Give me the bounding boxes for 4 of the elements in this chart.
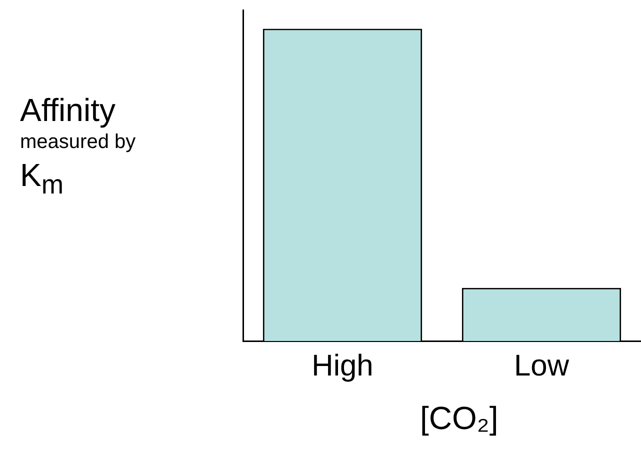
x-tick-label: Low <box>514 349 570 382</box>
x-axis-title: [CO₂] <box>420 400 498 437</box>
y-axis-title: Affinity measured by K$_{m}$ <box>20 91 136 202</box>
x-tick-label: High <box>312 349 374 382</box>
